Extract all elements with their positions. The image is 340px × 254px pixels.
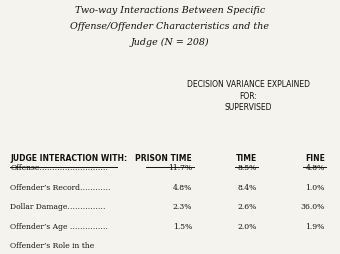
Text: 8.5%: 8.5% (237, 164, 257, 172)
Text: FINE: FINE (305, 154, 325, 163)
Text: 1.0%: 1.0% (305, 183, 325, 191)
Text: 36.0%: 36.0% (301, 202, 325, 210)
Text: DECISION VARIANCE EXPLAINED: DECISION VARIANCE EXPLAINED (187, 80, 310, 89)
Text: 4.8%: 4.8% (173, 183, 192, 191)
Text: 1.9%: 1.9% (305, 222, 325, 230)
Text: 2.0%: 2.0% (237, 222, 257, 230)
Text: Offense/Offender Characteristics and the: Offense/Offender Characteristics and the (70, 22, 270, 31)
Text: 4.8%: 4.8% (305, 164, 325, 172)
Text: PRISON TIME: PRISON TIME (135, 154, 192, 163)
Text: JUDGE INTERACTION WITH:: JUDGE INTERACTION WITH: (10, 154, 127, 163)
Text: Offender’s Age ……………: Offender’s Age …………… (10, 222, 108, 230)
Text: Dollar Damage……………: Dollar Damage…………… (10, 202, 106, 210)
Text: TIME: TIME (235, 154, 257, 163)
Text: Offender’s Role in the: Offender’s Role in the (10, 241, 95, 249)
Text: Offender’s Record…………: Offender’s Record………… (10, 183, 111, 191)
Text: 1.5%: 1.5% (173, 222, 192, 230)
Text: Two-way Interactions Between Specific: Two-way Interactions Between Specific (75, 6, 265, 15)
Text: 11.7%: 11.7% (168, 164, 192, 172)
Text: Judge (N = 208): Judge (N = 208) (131, 38, 209, 47)
Text: Offense………………………: Offense……………………… (10, 164, 108, 172)
Text: 2.6%: 2.6% (237, 202, 257, 210)
Text: 2.3%: 2.3% (173, 202, 192, 210)
Text: 8.4%: 8.4% (237, 183, 257, 191)
Text: FOR:: FOR: (239, 92, 257, 101)
Text: SUPERVISED: SUPERVISED (224, 103, 272, 112)
